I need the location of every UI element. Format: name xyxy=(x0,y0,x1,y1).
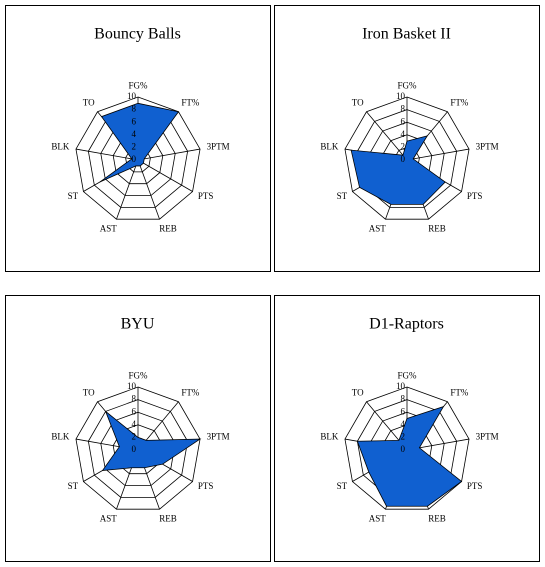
axis-label: REB xyxy=(159,513,177,523)
grid-ring xyxy=(344,386,470,510)
tick-label: 2 xyxy=(132,141,137,151)
tick-label: 8 xyxy=(401,394,406,404)
tick-label: 8 xyxy=(132,394,137,404)
axis-label: 3PTM xyxy=(207,141,230,151)
axis-label: REB xyxy=(159,223,177,233)
axis-label: BLK xyxy=(320,141,339,151)
axis-label: AST xyxy=(369,223,387,233)
axis-label: TO xyxy=(352,388,364,398)
tick-label: 0 xyxy=(401,444,406,454)
panel xyxy=(274,295,540,562)
axis-label: FT% xyxy=(181,388,200,398)
panel xyxy=(274,5,540,272)
tick-label: 6 xyxy=(132,116,137,126)
spoke xyxy=(137,148,201,161)
tick-label: 2 xyxy=(132,431,137,441)
spoke xyxy=(75,148,139,161)
chart-title: D1-Raptors xyxy=(369,316,444,333)
radar-area xyxy=(101,410,202,471)
spoke xyxy=(137,159,193,192)
chart-title: Bouncy Balls xyxy=(94,26,181,43)
axis-label: BLK xyxy=(320,431,339,441)
axis-label: ST xyxy=(68,481,79,491)
tick-label: 6 xyxy=(132,406,137,416)
axis-label: BLK xyxy=(51,431,70,441)
axis-label: FT% xyxy=(181,98,200,108)
panel xyxy=(5,295,271,562)
tick-label: 2 xyxy=(401,141,406,151)
axis-label: ST xyxy=(68,191,79,201)
tick-label: 10 xyxy=(127,91,137,101)
tick-label: 8 xyxy=(132,104,137,114)
tick-label: 2 xyxy=(401,431,406,441)
tick-label: 10 xyxy=(127,381,137,391)
axis-label: REB xyxy=(428,513,446,523)
axis-label: PTS xyxy=(198,481,214,491)
axis-label: TO xyxy=(83,98,95,108)
axis-label: ST xyxy=(337,191,348,201)
grid-ring xyxy=(100,411,176,486)
chart-title: Iron Basket II xyxy=(362,26,451,43)
grid-ring xyxy=(125,146,151,173)
tick-label: 6 xyxy=(401,116,406,126)
panel xyxy=(5,5,271,272)
grid-ring xyxy=(87,399,189,498)
axis-label: FG% xyxy=(128,370,148,380)
grid-ring xyxy=(356,109,458,208)
axis-label: PTS xyxy=(467,481,483,491)
spoke xyxy=(406,148,470,161)
grid-ring xyxy=(87,109,189,208)
axis-label: FT% xyxy=(450,388,469,398)
grid-ring xyxy=(75,386,201,510)
radar-area xyxy=(356,405,463,507)
tick-label: 4 xyxy=(401,129,406,139)
axis-label: ST xyxy=(337,481,348,491)
chart-title: BYU xyxy=(121,316,155,333)
axis-label: FG% xyxy=(397,370,417,380)
axis-label: FT% xyxy=(450,98,469,108)
axis-label: FG% xyxy=(397,80,417,90)
tick-label: 4 xyxy=(132,129,137,139)
axis-label: BLK xyxy=(51,141,70,151)
axis-label: 3PTM xyxy=(476,431,499,441)
tick-label: 10 xyxy=(396,91,406,101)
axis-label: REB xyxy=(428,223,446,233)
axis-label: 3PTM xyxy=(207,431,230,441)
tick-label: 8 xyxy=(401,104,406,114)
grid-ring xyxy=(75,96,201,220)
axis-label: FG% xyxy=(128,80,148,90)
tick-label: 4 xyxy=(132,419,137,429)
axis-label: TO xyxy=(83,388,95,398)
axis-label: AST xyxy=(369,513,387,523)
axis-label: AST xyxy=(100,513,118,523)
tick-label: 0 xyxy=(132,154,137,164)
tick-label: 0 xyxy=(132,444,137,454)
tick-label: 6 xyxy=(401,406,406,416)
radar-area xyxy=(350,135,446,205)
axis-label: TO xyxy=(352,98,364,108)
spoke xyxy=(116,159,139,220)
spoke xyxy=(137,159,160,220)
grid-ring xyxy=(344,96,470,220)
grid-ring xyxy=(112,134,164,185)
spoke xyxy=(366,111,408,161)
axis-label: 3PTM xyxy=(476,141,499,151)
tick-label: 0 xyxy=(401,154,406,164)
radar-area xyxy=(99,102,180,183)
tick-label: 10 xyxy=(396,381,406,391)
tick-label: 4 xyxy=(401,419,406,429)
axis-label: PTS xyxy=(467,191,483,201)
grid-ring xyxy=(100,121,176,196)
axis-label: PTS xyxy=(198,191,214,201)
axis-label: AST xyxy=(100,223,118,233)
